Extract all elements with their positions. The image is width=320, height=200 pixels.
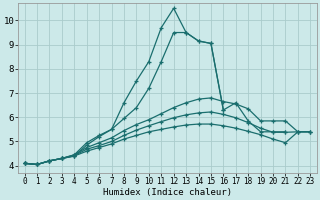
- X-axis label: Humidex (Indice chaleur): Humidex (Indice chaleur): [103, 188, 232, 197]
